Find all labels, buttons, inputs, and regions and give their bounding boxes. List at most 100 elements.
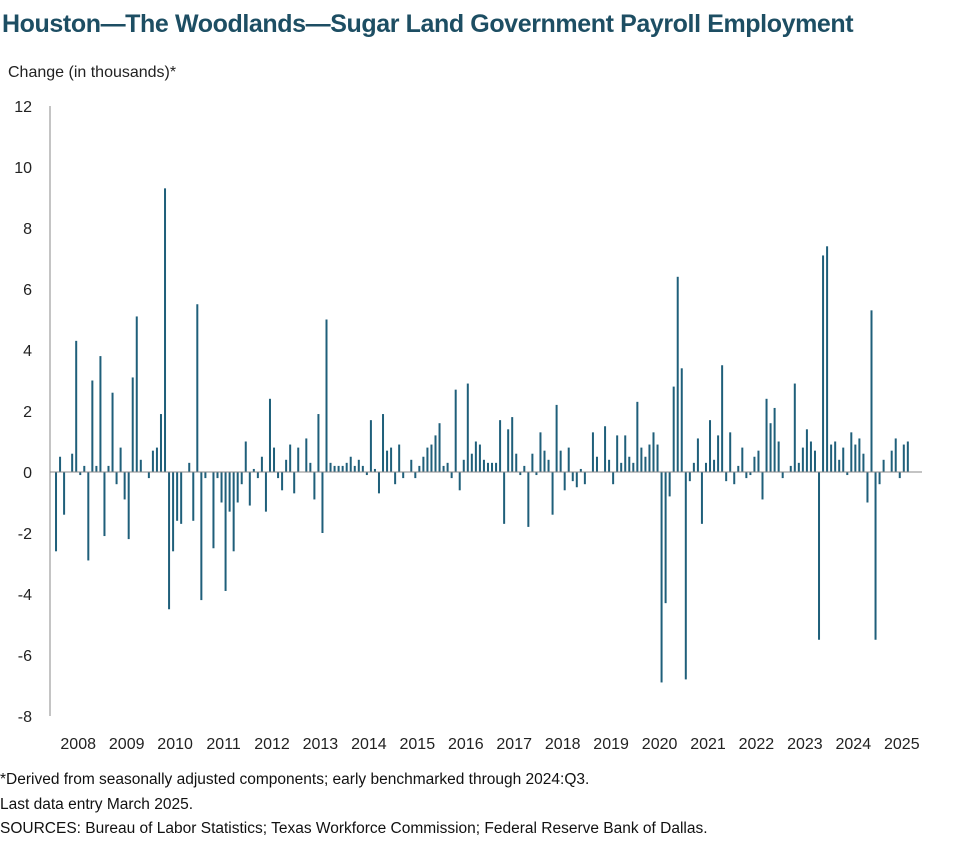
- bar: [430, 444, 433, 472]
- bar: [870, 310, 873, 472]
- y-tick-label: -2: [18, 526, 32, 543]
- bar: [289, 444, 292, 472]
- bar: [107, 465, 110, 472]
- bar: [583, 472, 586, 485]
- bar: [256, 472, 259, 479]
- bar-series: [55, 188, 909, 683]
- bar: [297, 447, 300, 472]
- bar: [789, 465, 792, 472]
- x-tick-label: 2024: [836, 736, 872, 753]
- bar: [103, 472, 106, 537]
- bar: [474, 441, 477, 472]
- bar: [450, 472, 453, 479]
- bar: [551, 472, 554, 515]
- bar: [781, 472, 784, 479]
- x-tick-label: 2010: [157, 736, 193, 753]
- bar: [281, 472, 284, 491]
- bar: [244, 441, 247, 472]
- bar: [717, 435, 720, 472]
- footnotes: *Derived from seasonally adjusted compon…: [0, 768, 708, 842]
- bar: [248, 472, 251, 506]
- bar: [854, 444, 857, 472]
- x-tick-label: 2012: [254, 736, 290, 753]
- bar: [79, 472, 82, 476]
- bar: [515, 453, 518, 472]
- bar: [672, 386, 675, 472]
- bar: [172, 472, 175, 552]
- bar: [293, 472, 296, 494]
- x-tick-label: 2013: [303, 736, 339, 753]
- bar: [398, 444, 401, 472]
- bar: [458, 472, 461, 491]
- bar: [721, 365, 724, 472]
- bar: [648, 444, 651, 472]
- y-tick-label: 8: [23, 221, 32, 238]
- bar: [737, 465, 740, 472]
- y-tick-label: 4: [23, 343, 32, 360]
- bar: [422, 456, 425, 472]
- bar: [119, 447, 122, 472]
- bar: [454, 389, 457, 472]
- bar: [426, 447, 429, 472]
- bar: [713, 459, 716, 472]
- x-tick-label: 2023: [787, 736, 823, 753]
- bar: [252, 468, 255, 472]
- bar: [660, 472, 663, 683]
- bar: [842, 447, 845, 472]
- bar: [341, 465, 344, 472]
- bar: [527, 472, 530, 527]
- footnote-last-entry: Last data entry March 2025.: [0, 795, 194, 813]
- bar: [232, 472, 235, 552]
- bar: [620, 462, 623, 472]
- y-tick-label: -6: [18, 648, 32, 665]
- bar: [628, 456, 631, 472]
- bar: [313, 472, 316, 500]
- bar: [709, 420, 712, 472]
- bar: [486, 462, 489, 472]
- bar: [616, 435, 619, 472]
- chart-title: Houston—The Woodlands—Sugar Land Governm…: [2, 10, 854, 38]
- bar: [394, 472, 397, 485]
- bar: [216, 472, 219, 479]
- bar: [115, 472, 118, 485]
- bar: [769, 423, 772, 472]
- x-tick-label: 2022: [739, 736, 775, 753]
- bar: [285, 459, 288, 472]
- bar: [729, 432, 732, 472]
- y-tick-label: -8: [18, 709, 32, 726]
- bar: [733, 472, 736, 485]
- bar: [147, 472, 150, 479]
- bar: [478, 444, 481, 472]
- bar: [277, 472, 280, 479]
- bar: [773, 407, 776, 472]
- bar: [692, 462, 695, 472]
- x-tick-label: 2011: [206, 736, 241, 753]
- bar: [523, 465, 526, 472]
- bar: [503, 472, 506, 524]
- bar: [636, 401, 639, 472]
- bar: [761, 472, 764, 500]
- x-tick-label: 2016: [448, 736, 484, 753]
- bar: [656, 444, 659, 472]
- bar: [676, 276, 679, 472]
- bar: [495, 462, 498, 472]
- bar: [664, 472, 667, 604]
- bar: [612, 472, 615, 485]
- x-tick-label: 2019: [593, 736, 629, 753]
- bar: [123, 472, 126, 500]
- bar: [595, 456, 598, 472]
- bar: [268, 398, 271, 472]
- bar: [644, 456, 647, 472]
- bar: [188, 462, 191, 472]
- bar: [155, 447, 158, 472]
- bar: [180, 472, 183, 524]
- bar: [353, 465, 356, 472]
- bar: [858, 438, 861, 472]
- bar: [220, 472, 223, 503]
- x-tick-label: 2014: [351, 736, 387, 753]
- bar: [204, 472, 207, 479]
- bar: [373, 468, 376, 472]
- y-tick-label: 12: [14, 99, 32, 116]
- y-tick-label: 0: [23, 465, 32, 482]
